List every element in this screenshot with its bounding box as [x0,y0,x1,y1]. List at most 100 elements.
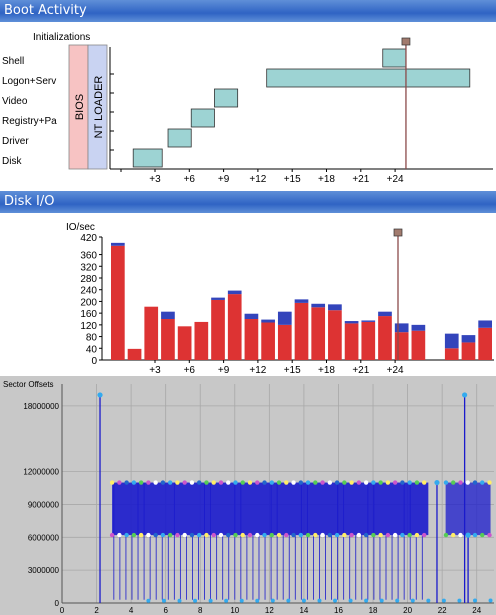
data-point [407,480,412,485]
data-point [146,480,151,485]
y-tick-label: 200 [80,297,97,308]
data-point [269,480,274,485]
io-bar-segment [144,306,159,360]
x-tick-label: +21 [352,365,369,376]
boot-activity-chart: Initializations Shell Logon+Serv Video Regis… [2,32,493,182]
row-label: Driver [2,136,29,147]
y-tick-label: 9000000 [28,500,60,509]
y-tick-label: 0 [91,356,97,367]
data-point [487,480,492,485]
data-point [378,532,383,538]
time-marker-handle [401,37,411,46]
data-point [291,480,296,485]
phase-bar [87,44,108,170]
task-bar [214,88,239,108]
spike-point [465,532,471,538]
data-point [193,598,198,603]
y-tick-label: 18000000 [23,402,59,411]
io-bar-segment [127,348,142,360]
seek-activity-block [445,482,491,536]
data-point [334,480,340,485]
data-point [247,480,253,485]
data-point [262,480,267,485]
data-point [407,532,412,538]
data-point [472,480,478,485]
data-point [291,532,296,538]
y-tick-label: 6000000 [28,533,60,542]
data-point [117,532,122,538]
data-point [247,532,253,538]
x-tick-label: +18 [318,174,335,182]
y-tick-label: 240 [80,286,97,297]
io-bar-segment [328,304,342,311]
data-point [480,532,485,538]
data-point [189,480,195,485]
row-label: Disk [2,156,22,167]
data-point [240,480,245,485]
data-point [421,480,427,485]
seek-activity-block [112,482,429,536]
io-bar-segment [444,348,459,360]
data-point [153,532,158,538]
data-point [211,532,216,538]
io-bar-segment [277,324,292,360]
data-point [218,532,224,538]
data-point [334,532,340,538]
data-point [239,598,244,603]
x-tick-label: +15 [284,174,301,182]
data-point [356,480,362,485]
data-point [255,480,260,485]
data-point [320,480,325,485]
data-point [443,532,449,538]
data-point [472,598,477,603]
data-point [138,480,144,485]
data-point [175,480,180,485]
io-bar-segment [277,311,292,325]
data-point [211,480,216,485]
data-point [313,532,318,538]
data-point [233,532,238,538]
data-point [175,532,180,538]
x-tick-label: 6 [163,606,168,615]
data-point [443,480,449,485]
data-point [305,532,311,538]
y-tick-label: 40 [86,344,98,355]
data-point [298,480,304,485]
y-tick-label: 360 [80,251,97,262]
data-point [392,480,398,485]
y-tick-label: 320 [80,262,97,273]
x-tick-label: 18 [369,606,378,615]
row-label: Registry+Pa [2,116,57,127]
data-point [167,480,173,485]
io-bar-segment [211,299,225,360]
data-point [284,480,289,485]
data-point [131,480,137,485]
data-point [226,480,231,485]
x-tick-label: +9 [218,174,230,182]
row-label: Logon+Serv [2,76,56,87]
phase-label: NT LOADER [93,76,105,139]
x-tick-label: 4 [129,606,134,615]
data-point [286,598,291,603]
data-point [182,480,187,485]
io-bar-segment [444,333,459,349]
x-tick-label: 12 [265,606,274,615]
x-tick-label: +12 [249,174,266,182]
io-bar-segment [478,327,492,360]
data-point [371,532,376,538]
data-point [385,532,391,538]
y-tick-label: 160 [80,309,97,320]
io-bar-segment [394,323,409,333]
data-point [317,598,322,603]
disk-io-header: Disk I/O [0,191,496,213]
y-tick-label: 280 [80,274,97,285]
io-bar-segment [411,324,426,331]
data-point [441,598,446,603]
io-bar-segment [294,299,309,303]
io-bar-segment [261,319,275,323]
data-point [472,532,478,538]
data-point [342,532,347,538]
spike-point [434,479,440,486]
x-tick-label: +24 [387,174,404,182]
